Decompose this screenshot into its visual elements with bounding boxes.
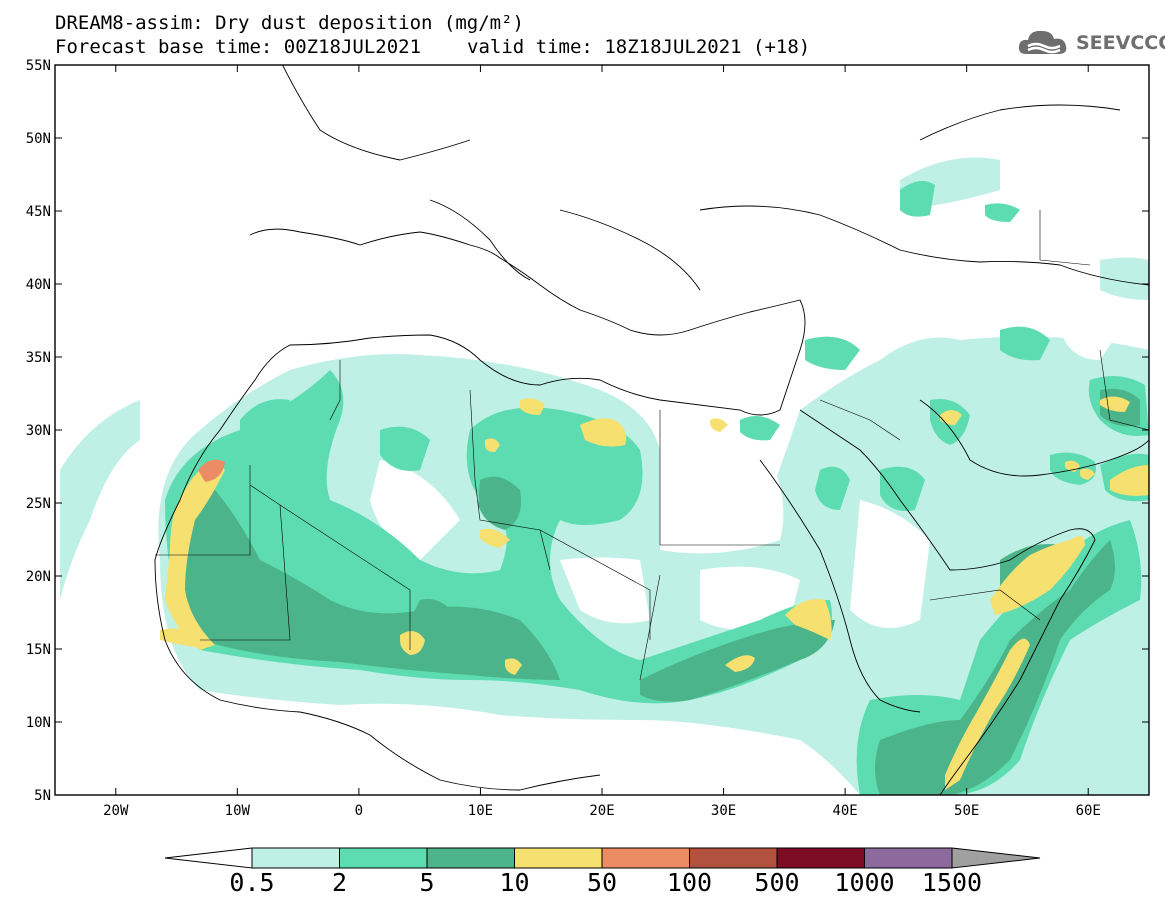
lat-label: 55N <box>26 58 51 74</box>
lon-label: 20W <box>103 803 129 819</box>
lon-label: 30E <box>711 803 736 819</box>
colorbar-label: 500 <box>754 868 800 897</box>
colorbar-segment <box>776 847 865 869</box>
colorbar-segment <box>864 847 953 869</box>
lon-label: 50E <box>954 803 979 819</box>
lat-label: 25N <box>26 496 51 512</box>
lat-label: 30N <box>26 423 51 439</box>
lon-label: 60E <box>1076 803 1101 819</box>
colorbar-segment <box>514 847 603 869</box>
no-deposition-areas <box>370 300 1120 630</box>
lon-label: 40E <box>832 803 857 819</box>
deposition-level-5 <box>198 459 225 482</box>
lon-label: 10E <box>468 803 493 819</box>
colorbar <box>164 847 1041 869</box>
lat-label: 45N <box>26 204 51 220</box>
colorbar-segment <box>426 847 515 869</box>
colorbar-label: 5 <box>419 868 435 897</box>
colorbar-segment <box>601 847 690 869</box>
map-title: DREAM8-assim: Dry dust deposition (mg/m²… <box>55 12 524 34</box>
borders <box>155 210 1149 681</box>
logo-text: SEEVCCC <box>1076 32 1165 54</box>
axis-ticks: 55N 50N 45N 40N 35N 30N 25N 20N 15N 10N 5N 20W 10W 0 1… <box>26 58 1149 819</box>
lat-label: 40N <box>26 277 51 293</box>
colorbar-label: 0.5 <box>229 868 275 897</box>
colorbar-segment <box>689 847 778 869</box>
dust-field <box>60 157 1149 795</box>
colorbar-label: 50 <box>586 868 618 897</box>
lat-label: 50N <box>26 131 51 147</box>
colorbar-label: 10 <box>499 868 530 897</box>
lon-label: 0 <box>355 803 363 819</box>
colorbar-max-arrow <box>951 847 1041 869</box>
lat-label: 5N <box>34 788 51 804</box>
colorbar-segment <box>251 847 340 869</box>
forecast-base-time: Forecast base time: 00Z18JUL2021 <box>55 36 422 58</box>
lat-label: 35N <box>26 350 51 366</box>
deposition-level-4 <box>160 396 1149 790</box>
lat-label: 20N <box>26 569 51 585</box>
coastlines <box>154 65 1149 795</box>
colorbar-min-arrow <box>164 847 253 869</box>
colorbar-segment <box>339 847 428 869</box>
cloud-icon <box>1018 30 1067 54</box>
colorbar-label: 2 <box>331 868 348 897</box>
seevccc-logo: SEEVCCC <box>1016 24 1165 64</box>
colorbar-label: 1500 <box>921 868 983 897</box>
colorbar-label: 100 <box>666 868 713 897</box>
map-subtitle: Forecast base time: 00Z18JUL2021 valid ti… <box>55 36 810 58</box>
lat-label: 10N <box>26 715 51 731</box>
lat-label: 15N <box>26 642 51 658</box>
valid-time: valid time: 18Z18JUL2021 (+18) <box>467 36 811 58</box>
lon-label: 10W <box>225 803 251 819</box>
lon-label: 20E <box>589 803 614 819</box>
colorbar-label: 1000 <box>834 868 895 897</box>
